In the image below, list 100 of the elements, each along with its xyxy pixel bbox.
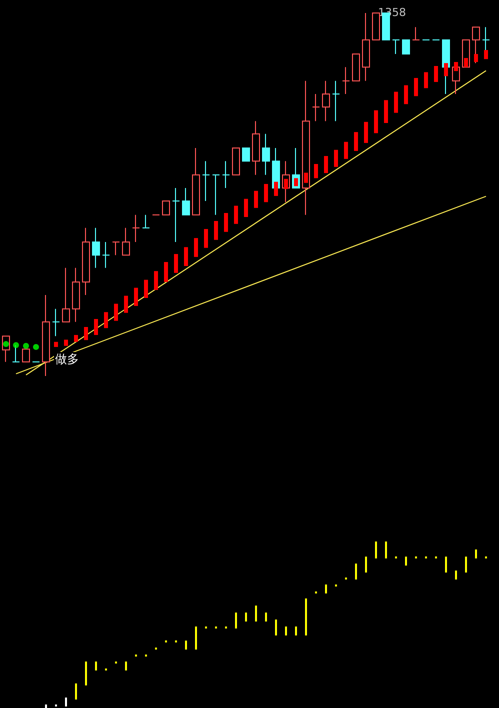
bar bbox=[234, 206, 238, 224]
candlestick bbox=[42, 294, 50, 376]
candlestick bbox=[405, 556, 407, 566]
candlestick bbox=[455, 570, 457, 580]
bar bbox=[344, 142, 348, 159]
candlestick bbox=[295, 626, 297, 636]
bar bbox=[274, 182, 278, 196]
bar bbox=[214, 221, 218, 240]
bar bbox=[464, 58, 468, 68]
bar bbox=[134, 288, 138, 306]
candlestick bbox=[342, 66, 350, 94]
candlestick bbox=[285, 626, 287, 636]
bar bbox=[454, 62, 458, 72]
candlestick bbox=[352, 54, 360, 82]
candlestick bbox=[245, 612, 247, 622]
candlestick bbox=[412, 26, 420, 40]
candlestick bbox=[385, 542, 387, 558]
candlestick bbox=[235, 612, 237, 628]
bar bbox=[104, 312, 108, 328]
bar bbox=[74, 334, 78, 342]
candlestick bbox=[322, 80, 330, 122]
candlestick bbox=[445, 556, 447, 573]
bar bbox=[374, 110, 378, 134]
candlestick bbox=[52, 308, 60, 337]
candlestick bbox=[222, 160, 230, 188]
candlestick bbox=[62, 267, 70, 322]
bar bbox=[364, 122, 368, 143]
candlestick bbox=[265, 612, 267, 622]
candlestick bbox=[475, 549, 477, 558]
bar bbox=[54, 342, 58, 347]
candlestick bbox=[125, 662, 127, 670]
bar bbox=[424, 72, 428, 88]
bar bbox=[84, 326, 88, 340]
candlestick bbox=[305, 598, 307, 636]
candlestick bbox=[92, 227, 100, 268]
bar bbox=[434, 66, 438, 82]
candlestick bbox=[182, 187, 190, 216]
annotation: 做多 bbox=[55, 352, 79, 366]
bar bbox=[334, 150, 338, 167]
candlestick bbox=[162, 200, 170, 216]
bar bbox=[124, 296, 128, 313]
candlestick bbox=[122, 227, 130, 256]
bar bbox=[384, 100, 388, 123]
candlestick bbox=[392, 39, 400, 55]
bar bbox=[114, 304, 118, 321]
candlestick bbox=[212, 174, 220, 216]
candlestick bbox=[132, 214, 140, 243]
bar bbox=[394, 92, 398, 113]
candlestick bbox=[252, 120, 260, 176]
candlestick bbox=[312, 93, 320, 122]
bar bbox=[354, 132, 358, 151]
candlestick bbox=[465, 556, 467, 573]
candlestick bbox=[72, 267, 80, 322]
bar bbox=[94, 319, 98, 335]
candlestick bbox=[65, 698, 67, 707]
bar bbox=[304, 172, 308, 183]
candlestick bbox=[275, 620, 277, 636]
bar bbox=[444, 63, 448, 76]
candlestick bbox=[82, 227, 90, 296]
bar bbox=[224, 213, 228, 232]
candlestick bbox=[75, 683, 77, 700]
candlestick bbox=[365, 556, 367, 573]
bar bbox=[184, 247, 188, 266]
bar bbox=[284, 178, 288, 190]
candlestick bbox=[302, 80, 310, 216]
candlestick bbox=[262, 133, 270, 176]
bar bbox=[314, 164, 318, 178]
bar bbox=[264, 184, 268, 202]
candlestick bbox=[362, 12, 370, 82]
candlestick bbox=[442, 39, 450, 94]
bar bbox=[474, 54, 478, 62]
candlestick bbox=[242, 148, 250, 162]
candlestick bbox=[185, 640, 187, 650]
candlestick bbox=[85, 662, 87, 686]
candlestick bbox=[142, 214, 150, 228]
candlestick bbox=[195, 626, 197, 650]
candlestick bbox=[325, 584, 327, 594]
bar bbox=[414, 78, 418, 96]
candlestick bbox=[355, 564, 357, 580]
candlestick bbox=[192, 148, 200, 216]
bar bbox=[254, 190, 258, 208]
candlestick bbox=[375, 542, 377, 558]
bar bbox=[294, 178, 298, 186]
bar bbox=[404, 85, 408, 104]
candlestick bbox=[45, 704, 47, 708]
candlestick bbox=[332, 80, 340, 122]
candlestick bbox=[255, 606, 257, 622]
candlestick bbox=[472, 26, 480, 64]
candlestick bbox=[172, 187, 180, 243]
candlestick bbox=[232, 148, 240, 176]
candlestick bbox=[102, 242, 110, 268]
candlestick bbox=[95, 662, 97, 670]
candlestick bbox=[202, 160, 210, 202]
bar bbox=[244, 198, 248, 218]
bar bbox=[204, 228, 208, 248]
candlestick bbox=[22, 348, 30, 362]
bar bbox=[174, 254, 178, 273]
candlestick bbox=[402, 39, 410, 55]
candlestick bbox=[112, 242, 120, 256]
bar bbox=[64, 340, 68, 346]
